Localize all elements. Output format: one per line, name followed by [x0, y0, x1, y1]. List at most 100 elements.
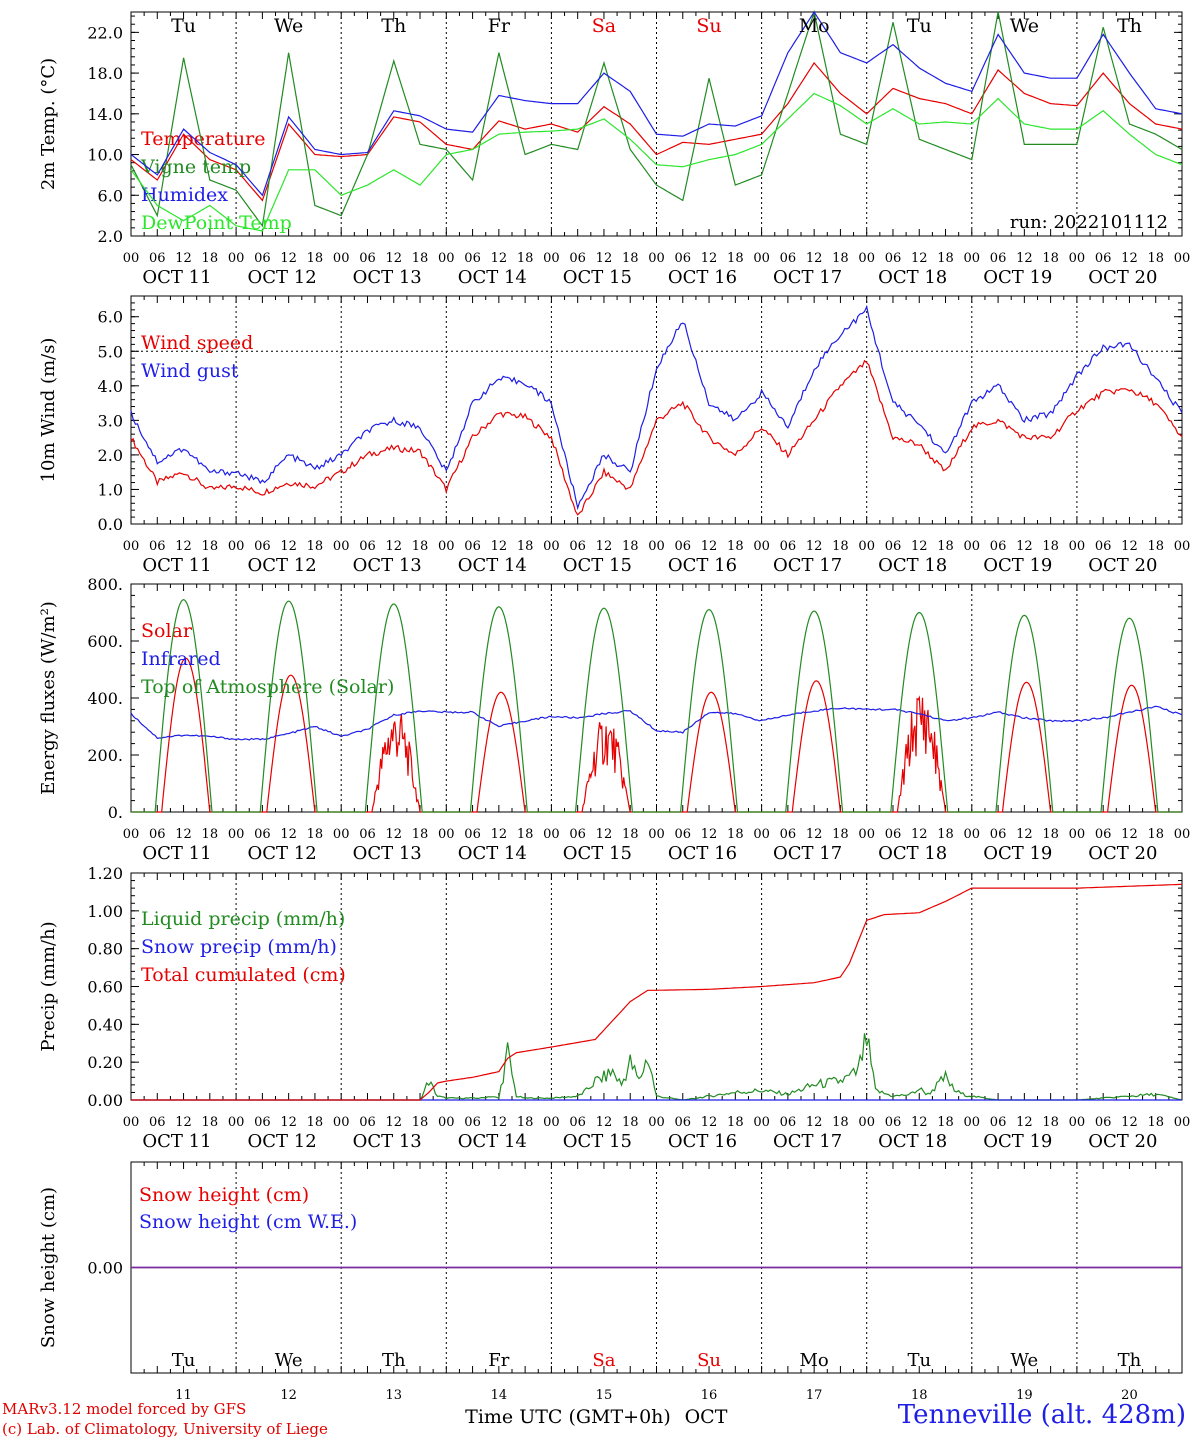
hour-tick-label: 06: [254, 1115, 271, 1130]
day-number-label: 15: [596, 1388, 613, 1403]
hour-tick-label: 18: [727, 1115, 744, 1130]
hour-tick-label: 12: [280, 539, 297, 554]
date-label: OCT 20: [1088, 843, 1157, 864]
date-label: OCT 17: [773, 1131, 842, 1152]
hour-tick-label: 12: [1016, 1115, 1033, 1130]
hour-tick-label: 00: [438, 1115, 455, 1130]
hour-tick-label: 18: [1147, 827, 1164, 842]
station-name: Tenneville (alt. 428m): [897, 1400, 1186, 1430]
hour-tick-label: 00: [1174, 251, 1191, 266]
hour-tick-label: 06: [464, 251, 481, 266]
y-axis-label: Energy fluxes (W/m²): [38, 601, 59, 795]
hour-tick-label: 18: [1042, 1115, 1059, 1130]
date-label: OCT 17: [773, 843, 842, 864]
hour-tick-label: 00: [753, 1115, 770, 1130]
day-of-week-label: Tu: [171, 15, 196, 37]
hour-tick-label: 06: [1095, 251, 1112, 266]
hour-tick-label: 12: [911, 1115, 928, 1130]
date-label: OCT 16: [668, 843, 737, 864]
hour-tick-label: 06: [149, 539, 166, 554]
hour-tick-label: 06: [464, 827, 481, 842]
hour-tick-label: 18: [307, 539, 324, 554]
hour-tick-label: 12: [806, 251, 823, 266]
series-line-vigne-temp: [130, 9, 1183, 228]
hour-tick-label: 06: [569, 1115, 586, 1130]
date-label: OCT 12: [247, 267, 316, 288]
date-label: OCT 13: [353, 267, 422, 288]
hour-tick-label: 06: [149, 1115, 166, 1130]
hour-tick-label: 18: [622, 539, 639, 554]
hour-tick-label: 00: [228, 1115, 245, 1130]
hour-tick-label: 00: [648, 251, 665, 266]
hour-tick-label: 06: [780, 1115, 797, 1130]
date-label: OCT 18: [878, 555, 947, 576]
hour-tick-label: 12: [1121, 251, 1138, 266]
hour-tick-label: 06: [569, 539, 586, 554]
day-of-week-label: Fr: [488, 1350, 509, 1371]
y-axis-label: 10m Wind (m/s): [38, 338, 59, 483]
hour-tick-label: 12: [701, 1115, 718, 1130]
hour-tick-label: 06: [675, 1115, 692, 1130]
hour-tick-label: 06: [780, 827, 797, 842]
date-label: OCT 18: [878, 843, 947, 864]
day-of-week-label: Mo: [799, 15, 830, 37]
hour-tick-label: 18: [832, 251, 849, 266]
hour-tick-label: 06: [1095, 827, 1112, 842]
hour-tick-label: 18: [727, 827, 744, 842]
hour-tick-label: 18: [727, 251, 744, 266]
hour-tick-label: 18: [1147, 1115, 1164, 1130]
hour-tick-label: 00: [333, 539, 350, 554]
hour-tick-label: 00: [1069, 539, 1086, 554]
y-tick-label: 0.: [108, 803, 123, 822]
y-tick-label: 22.0: [87, 23, 123, 42]
hour-tick-label: 00: [858, 251, 875, 266]
hour-tick-label: 06: [675, 827, 692, 842]
hour-tick-label: 00: [543, 827, 560, 842]
hour-tick-label: 12: [806, 1115, 823, 1130]
hour-tick-label: 00: [228, 251, 245, 266]
day-number-label: 19: [1016, 1388, 1033, 1403]
hour-tick-label: 00: [438, 827, 455, 842]
date-label: OCT 18: [878, 267, 947, 288]
date-label: OCT 19: [983, 843, 1052, 864]
hour-tick-label: 12: [596, 539, 613, 554]
hour-tick-label: 12: [701, 251, 718, 266]
hour-tick-label: 12: [806, 827, 823, 842]
y-tick-label: 4.0: [98, 377, 123, 396]
hour-tick-label: 00: [228, 539, 245, 554]
hour-tick-label: 12: [1016, 251, 1033, 266]
hour-tick-label: 18: [202, 251, 219, 266]
date-label: OCT 14: [458, 1131, 527, 1152]
y-tick-label: 1.00: [87, 902, 123, 921]
date-label: OCT 13: [353, 843, 422, 864]
legend-entry: Total cumulated (cm): [141, 964, 346, 986]
hour-tick-label: 06: [254, 539, 271, 554]
hour-tick-label: 18: [307, 827, 324, 842]
hour-tick-label: 12: [1121, 827, 1138, 842]
hour-tick-label: 12: [385, 251, 402, 266]
series-line-total-cumulated-cm-: [131, 883, 1182, 1101]
date-label: OCT 20: [1088, 555, 1157, 576]
hour-tick-label: 00: [858, 539, 875, 554]
hour-tick-label: 12: [491, 1115, 508, 1130]
hour-tick-label: 12: [385, 539, 402, 554]
hour-tick-label: 00: [753, 827, 770, 842]
hour-tick-label: 12: [175, 827, 192, 842]
hour-tick-label: 00: [333, 251, 350, 266]
hour-tick-label: 00: [858, 1115, 875, 1130]
legend-entry: Humidex: [141, 184, 228, 206]
hour-tick-label: 18: [307, 1115, 324, 1130]
date-label: OCT 11: [142, 1131, 211, 1152]
hour-tick-label: 18: [202, 1115, 219, 1130]
hour-tick-label: 18: [937, 251, 954, 266]
hour-tick-label: 00: [438, 539, 455, 554]
hour-tick-label: 06: [780, 539, 797, 554]
date-label: OCT 14: [458, 267, 527, 288]
hour-tick-label: 12: [596, 1115, 613, 1130]
y-axis-label: Precip (mm/h): [38, 921, 59, 1051]
hour-tick-label: 00: [648, 827, 665, 842]
y-tick-label: 3.0: [98, 411, 123, 430]
hour-tick-label: 12: [491, 251, 508, 266]
hour-tick-label: 12: [911, 539, 928, 554]
